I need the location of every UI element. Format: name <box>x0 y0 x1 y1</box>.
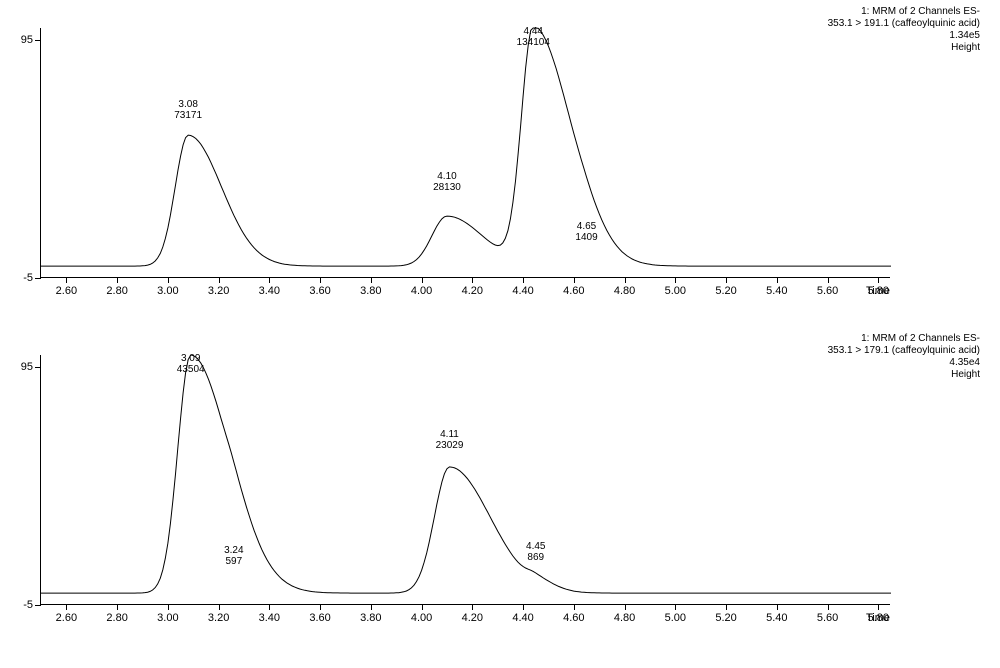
x-tick-label: 3.60 <box>309 604 330 624</box>
peak-retention-time: 4.10 <box>433 171 461 182</box>
x-tick-label: 4.80 <box>614 604 635 624</box>
chromatogram-panel-bottom: 1: MRM of 2 Channels ES-353.1 > 179.1 (c… <box>20 335 980 625</box>
y-tick-label: -5 <box>23 272 41 284</box>
peak-height: 28130 <box>433 182 461 193</box>
peak-retention-time: 3.08 <box>174 99 202 110</box>
x-tick-label: 2.60 <box>56 277 77 297</box>
x-tick-label: 3.20 <box>208 604 229 624</box>
header-line1: 1: MRM of 2 Channels ES- <box>750 333 980 345</box>
x-tick-label: 4.00 <box>411 277 432 297</box>
peak-height: 43504 <box>177 364 205 375</box>
x-tick-label: 5.20 <box>715 604 736 624</box>
peak-retention-time: 3.24 <box>224 545 243 556</box>
x-tick-label: 3.80 <box>360 604 381 624</box>
peak-label: 3.0873171 <box>174 99 202 121</box>
peak-label: 3.0943504 <box>177 353 205 375</box>
x-tick-label: 3.00 <box>157 277 178 297</box>
x-tick-label: 4.60 <box>563 604 584 624</box>
x-tick-label: 5.00 <box>665 277 686 297</box>
x-tick-label: 4.40 <box>512 604 533 624</box>
peak-retention-time: 4.65 <box>575 221 597 232</box>
x-tick-label: 3.60 <box>309 277 330 297</box>
x-tick-label: 3.80 <box>360 277 381 297</box>
peak-label: 4.44134104 <box>517 26 550 48</box>
peak-height: 73171 <box>174 110 202 121</box>
x-tick-label: 2.60 <box>56 604 77 624</box>
peak-label: 4.1028130 <box>433 171 461 193</box>
x-axis-title: Time <box>866 277 890 297</box>
plot-area: -5952.602.803.003.203.403.603.804.004.20… <box>40 28 890 278</box>
peak-height: 134104 <box>517 37 550 48</box>
peak-retention-time: 4.44 <box>517 26 550 37</box>
x-tick-label: 4.80 <box>614 277 635 297</box>
y-tick-label: -5 <box>23 599 41 611</box>
x-tick-label: 4.20 <box>462 277 483 297</box>
x-tick-label: 2.80 <box>106 604 127 624</box>
peak-label: 4.1123029 <box>436 429 464 451</box>
peak-retention-time: 4.11 <box>436 429 464 440</box>
peak-height: 597 <box>224 556 243 567</box>
x-tick-label: 5.40 <box>766 604 787 624</box>
x-tick-label: 5.20 <box>715 277 736 297</box>
peak-retention-time: 4.45 <box>526 541 545 552</box>
y-tick-label: 95 <box>21 361 41 373</box>
x-tick-label: 3.20 <box>208 277 229 297</box>
x-tick-label: 3.40 <box>259 277 280 297</box>
peak-label: 4.651409 <box>575 221 597 243</box>
x-tick-label: 2.80 <box>106 277 127 297</box>
peak-height: 23029 <box>436 440 464 451</box>
header-line1: 1: MRM of 2 Channels ES- <box>750 6 980 18</box>
peak-height: 869 <box>526 552 545 563</box>
x-tick-label: 4.00 <box>411 604 432 624</box>
peak-label: 4.45869 <box>526 541 545 563</box>
y-tick-label: 95 <box>21 34 41 46</box>
chromatogram-trace <box>41 355 891 605</box>
chromatogram-panel-top: 1: MRM of 2 Channels ES-353.1 > 191.1 (c… <box>20 8 980 298</box>
x-tick-label: 5.60 <box>817 277 838 297</box>
x-tick-label: 4.20 <box>462 604 483 624</box>
x-tick-label: 4.60 <box>563 277 584 297</box>
plot-area: -5952.602.803.003.203.403.603.804.004.20… <box>40 355 890 605</box>
x-tick-label: 3.00 <box>157 604 178 624</box>
x-tick-label: 5.40 <box>766 277 787 297</box>
peak-height: 1409 <box>575 232 597 243</box>
x-tick-label: 4.40 <box>512 277 533 297</box>
peak-label: 3.24597 <box>224 545 243 567</box>
x-tick-label: 5.00 <box>665 604 686 624</box>
chromatogram-trace <box>41 28 891 278</box>
x-tick-label: 5.60 <box>817 604 838 624</box>
x-tick-label: 3.40 <box>259 604 280 624</box>
peak-retention-time: 3.09 <box>177 353 205 364</box>
x-axis-title: Time <box>866 604 890 624</box>
